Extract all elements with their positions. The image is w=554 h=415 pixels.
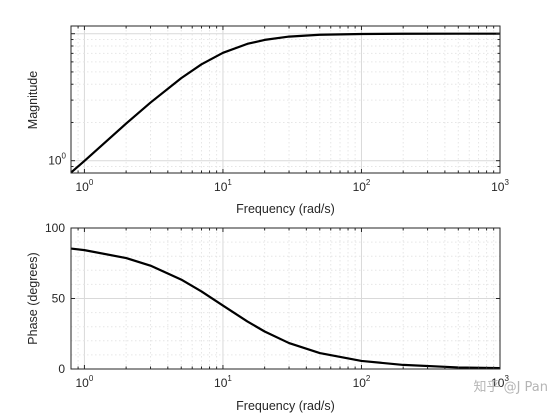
y-tick-label-1: 50 — [52, 292, 66, 306]
series-line-0 — [70, 247, 501, 370]
phase-series — [70, 247, 501, 370]
magnitude-plot-area — [71, 26, 500, 173]
x-tick-label-exponent: 0 — [89, 374, 94, 383]
x-tick-label-0: 100 — [76, 178, 94, 194]
x-tick-label-exponent: 2 — [366, 374, 371, 383]
x-tick-label-exponent: 3 — [504, 178, 509, 187]
x-tick-label-base: 10 — [76, 180, 90, 194]
x-tick-label-3: 103 — [491, 178, 509, 194]
series-line-0 — [70, 32, 500, 174]
x-tick-label-1: 101 — [214, 374, 232, 390]
x-tick-label-base: 10 — [76, 376, 90, 390]
y-tick-label-exponent: 0 — [62, 152, 67, 161]
x-tick-label-exponent: 0 — [89, 178, 94, 187]
magnitude-series — [70, 32, 500, 174]
x-tick-label-base: 10 — [214, 376, 228, 390]
magnitude-y-axis-label: Magnitude — [26, 71, 40, 129]
x-tick-label-base: 10 — [214, 180, 228, 194]
x-tick-label-exponent: 2 — [366, 178, 371, 187]
y-tick-label-0: 100 — [48, 152, 66, 168]
magnitude-plot-frame — [70, 25, 501, 174]
magnitude-x-axis-label: Frequency (rad/s) — [236, 202, 335, 216]
x-tick-label-base: 10 — [491, 376, 505, 390]
y-tick-label-0: 0 — [58, 362, 65, 376]
x-tick-label-1: 101 — [214, 178, 232, 194]
phase-ticks — [70, 227, 501, 370]
y-tick-label-2: 100 — [45, 221, 65, 235]
x-tick-label-2: 102 — [353, 374, 371, 390]
x-tick-label-2: 102 — [353, 178, 371, 194]
y-tick-label-base: 10 — [48, 154, 62, 168]
x-tick-label-base: 10 — [353, 376, 367, 390]
x-tick-label-exponent: 1 — [227, 374, 232, 383]
phase-x-axis-label: Frequency (rad/s) — [236, 399, 335, 413]
magnitude-ticks — [70, 26, 501, 174]
x-tick-label-0: 100 — [76, 374, 94, 390]
x-tick-label-exponent: 3 — [504, 374, 509, 383]
watermark: 知乎 @J Pan — [473, 379, 548, 395]
x-tick-label-3: 103 — [491, 374, 509, 390]
x-tick-label-base: 10 — [353, 180, 367, 194]
phase-y-axis-label: Phase (degrees) — [26, 252, 40, 344]
x-tick-label-base: 10 — [491, 180, 505, 194]
x-tick-label-exponent: 1 — [227, 178, 232, 187]
